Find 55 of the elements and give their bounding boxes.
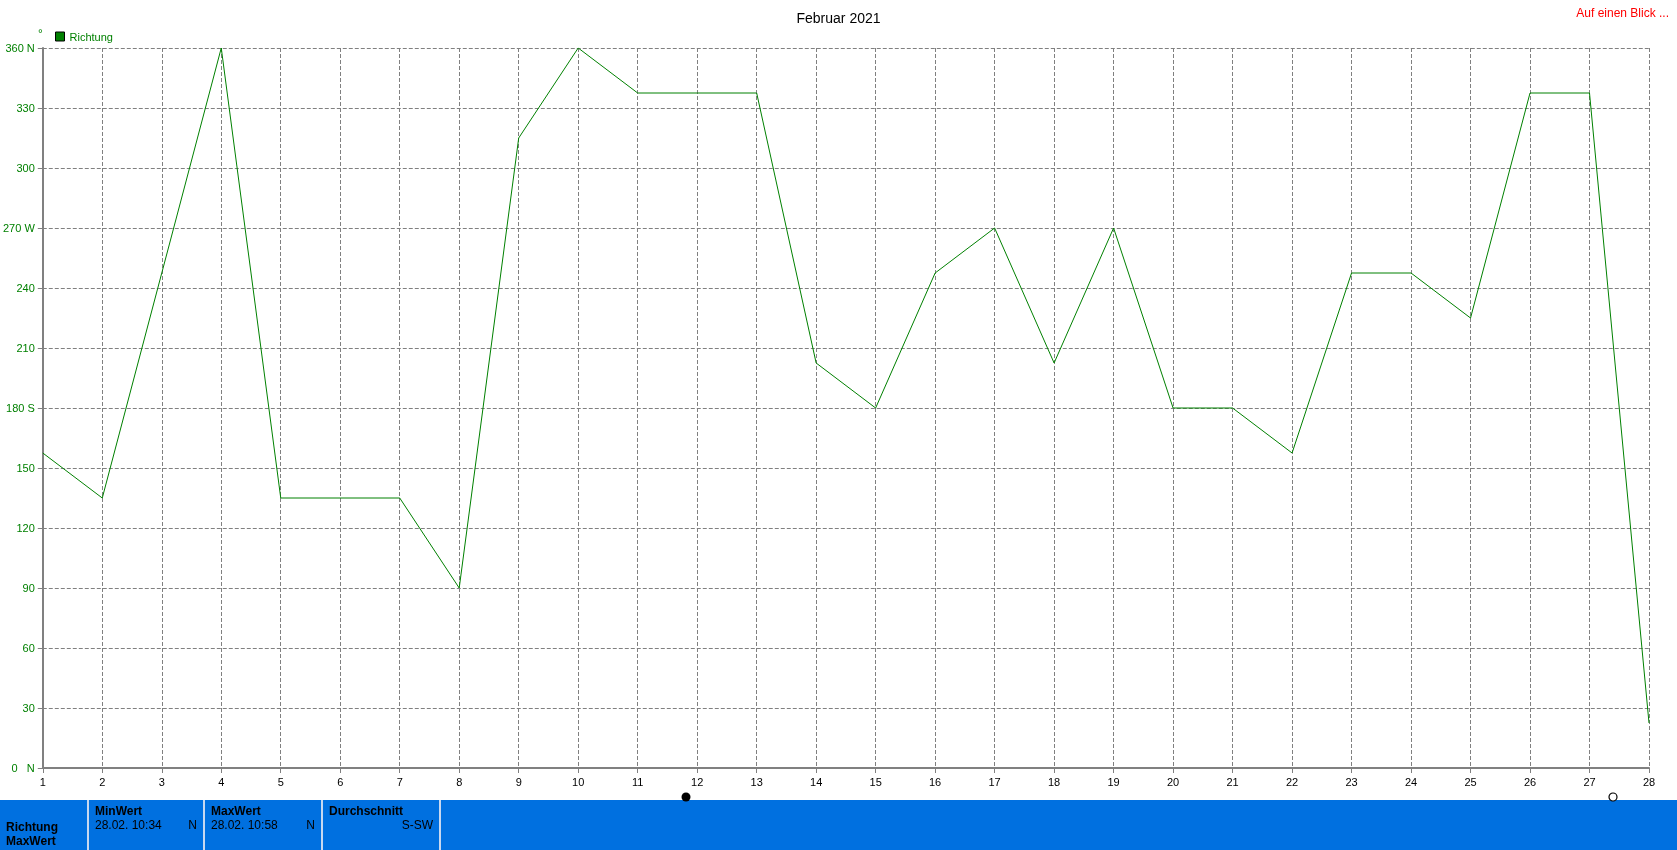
y-tick-label: 120 xyxy=(16,522,35,534)
x-tick-label: 9 xyxy=(515,775,522,788)
y-tick-label: 330 xyxy=(16,102,35,114)
text: MaxWert xyxy=(211,804,262,818)
x-tick-label: 24 xyxy=(1404,775,1418,788)
y-tick-label: 240 xyxy=(16,282,35,294)
legend-label: Richtung xyxy=(69,30,113,43)
y-tick-label: 300 xyxy=(16,162,35,174)
x-tick-label: 21 xyxy=(1226,775,1239,788)
x-tick-label: 10 xyxy=(572,775,585,788)
x-tick-label: 13 xyxy=(750,775,763,788)
text: MinWert xyxy=(95,804,144,818)
x-tick-label: 28 xyxy=(1642,775,1656,788)
y-tick-label: 90 xyxy=(22,582,35,594)
x-tick-label: 3 xyxy=(158,775,165,788)
x-tick-label: 12 xyxy=(691,775,704,788)
text: Richtung xyxy=(6,820,59,834)
x-tick-label: 8 xyxy=(456,775,463,788)
y-tick-label: 270 W xyxy=(2,222,36,234)
y-tick-label: 150 xyxy=(16,462,35,474)
x-tick-label: 17 xyxy=(988,775,1001,788)
x-tick-label: 11 xyxy=(631,775,644,788)
x-tick-label: 23 xyxy=(1345,775,1358,788)
text: S-SW xyxy=(400,818,433,832)
x-tick-label: 6 xyxy=(337,775,344,788)
x-tick-label: 22 xyxy=(1285,775,1299,788)
x-tick-label: 15 xyxy=(869,775,882,788)
y-tick-label: 30 xyxy=(22,702,35,714)
x-tick-label: 19 xyxy=(1107,775,1120,788)
x-tick-label: 1 xyxy=(39,775,46,788)
x-tick-label: 4 xyxy=(218,775,225,788)
chart-title: Februar 2021 xyxy=(796,10,881,26)
x-tick-label: 14 xyxy=(810,775,823,788)
x-tick-label: 27 xyxy=(1583,775,1596,788)
text: N xyxy=(188,818,197,832)
text: 28.02. 10:34 xyxy=(95,818,162,832)
x-tick-label: 7 xyxy=(396,775,403,788)
text: MaxWert xyxy=(6,834,57,848)
y-axis-title: ° xyxy=(37,27,43,41)
y-tick-label: 180 S xyxy=(6,402,35,414)
x-tick-label: 16 xyxy=(929,775,942,788)
text: N xyxy=(306,818,315,832)
x-tick-label: 2 xyxy=(99,775,106,788)
y-tick-label: 360 N xyxy=(5,42,35,54)
y-tick-label: 210 xyxy=(16,342,35,354)
x-tick-label: 26 xyxy=(1523,775,1537,788)
text: 28.02. 10:58 xyxy=(211,818,278,832)
text: Auf einen Blick ... xyxy=(1576,6,1669,20)
x-tick-label: 18 xyxy=(1047,775,1061,788)
x-tick-label: 5 xyxy=(277,775,284,788)
text: Durchschnitt xyxy=(329,804,404,818)
x-tick-label: 25 xyxy=(1464,775,1477,788)
y-tick-label: 0 N xyxy=(11,762,35,774)
y-tick-label: 60 xyxy=(22,642,35,654)
x-tick-label: 20 xyxy=(1166,775,1180,788)
